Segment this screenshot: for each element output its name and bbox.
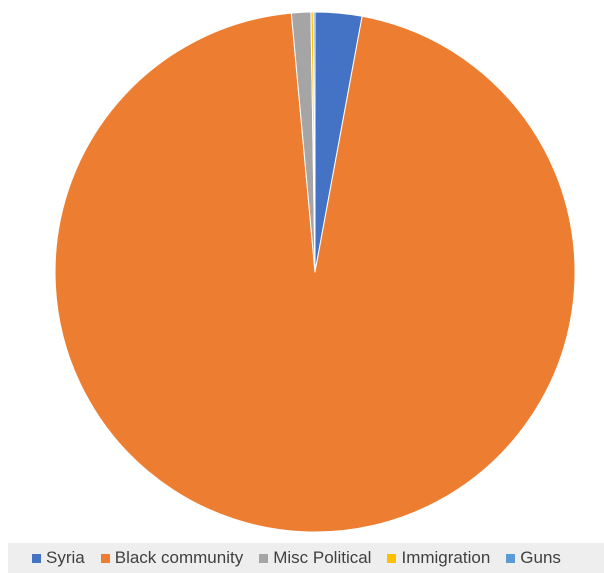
legend-item-immigration: Immigration [387,548,490,568]
legend-label-black-community: Black community [115,548,243,568]
legend-item-guns: Guns [506,548,561,568]
legend-item-black-community: Black community [101,548,243,568]
legend-label-guns: Guns [520,548,561,568]
legend-item-syria: Syria [32,548,85,568]
legend-swatch-black-community [101,554,110,563]
legend-label-syria: Syria [46,548,85,568]
legend-swatch-guns [506,554,515,563]
pie-chart [0,0,604,545]
legend: Syria Black community Misc Political Imm… [8,543,604,573]
legend-item-misc-political: Misc Political [259,548,371,568]
legend-swatch-immigration [387,554,396,563]
legend-swatch-misc-political [259,554,268,563]
legend-label-immigration: Immigration [401,548,490,568]
legend-swatch-syria [32,554,41,563]
legend-label-misc-political: Misc Political [273,548,371,568]
